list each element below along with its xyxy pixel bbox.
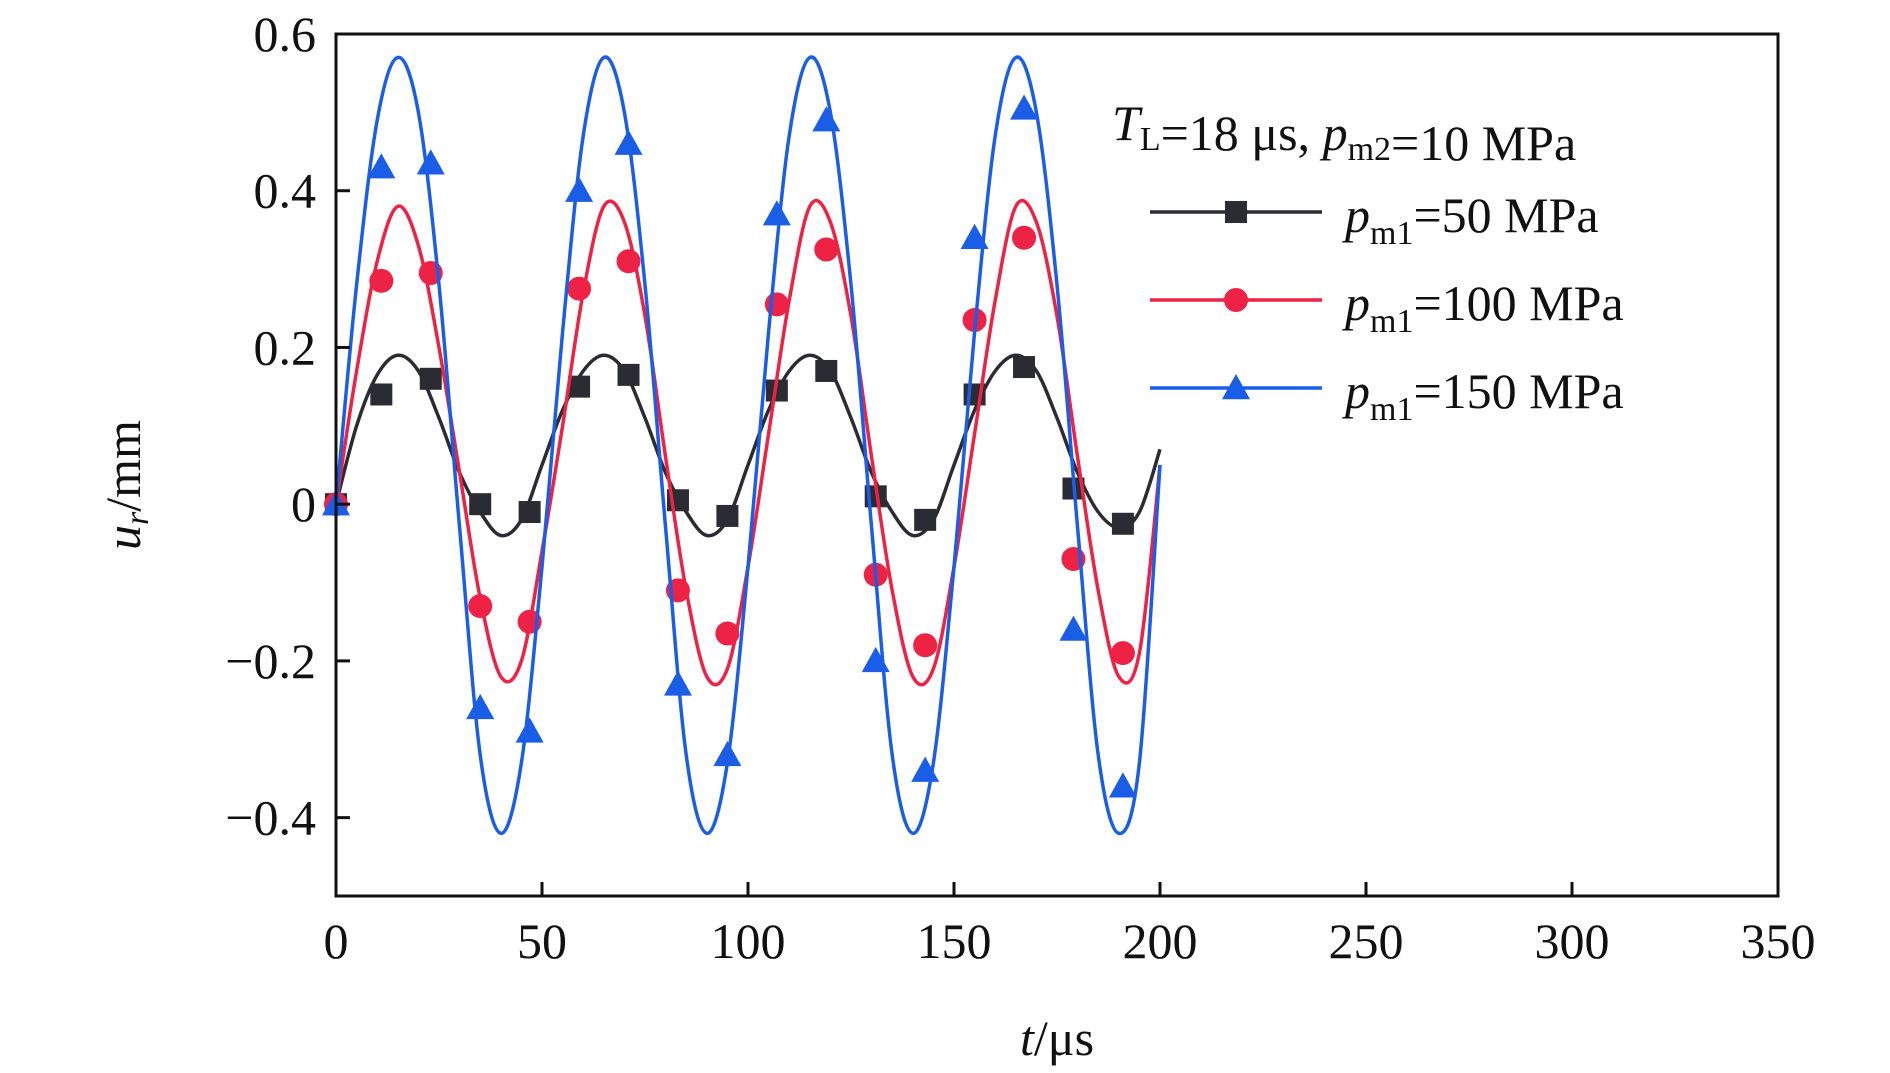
data-point <box>565 176 594 202</box>
data-point <box>416 149 445 175</box>
data-point <box>911 756 940 782</box>
legend-item-1: pm1=50 MPa <box>1150 187 1599 252</box>
data-point <box>716 504 739 527</box>
data-point <box>765 379 788 402</box>
y-tick-label: 0 <box>291 476 316 532</box>
legend-title: TL=18 μs, pm2=10 MPa <box>1112 95 1576 171</box>
y-axis-title: ur/mm <box>95 420 156 550</box>
series-layer <box>322 55 1162 836</box>
data-point <box>814 237 839 262</box>
x-tick-label: 250 <box>1329 913 1404 969</box>
data-point <box>861 646 890 673</box>
data-point <box>815 359 838 382</box>
data-point <box>663 670 692 696</box>
data-point <box>913 633 938 658</box>
legend-marker <box>1224 288 1248 312</box>
y-axis-unit: /mm <box>95 420 151 512</box>
y-tick-label: 0.4 <box>254 163 317 219</box>
x-tick-label: 0 <box>324 913 349 969</box>
x-tick-label: 50 <box>517 913 567 969</box>
x-tick-label: 200 <box>1123 913 1198 969</box>
data-point <box>1110 641 1135 666</box>
y-tick-label: 0.2 <box>254 319 317 375</box>
data-point <box>764 292 789 317</box>
legend-item-2: pm1=100 MPa <box>1150 275 1624 340</box>
plot-frame <box>334 32 1780 898</box>
data-point <box>1012 225 1037 250</box>
legend: TL=18 μs, pm2=10 MPa pm1=50 MPa pm1=100 MP… <box>1112 95 1624 428</box>
x-axis-title: t/μs <box>1020 1010 1094 1066</box>
y-axis-sub: r <box>119 511 156 525</box>
legend-label: pm1=100 MPa <box>1342 275 1624 340</box>
data-point <box>518 501 541 524</box>
y-axis: −0.4 −0.2 0 0.2 0.4 0.6 <box>225 6 350 846</box>
x-tick-label: 300 <box>1535 913 1610 969</box>
x-tick-label: 100 <box>711 913 786 969</box>
legend-label: pm1=50 MPa <box>1342 187 1599 252</box>
data-point <box>762 200 791 226</box>
data-point <box>367 153 396 179</box>
x-tick-label: 350 <box>1741 913 1816 969</box>
data-point <box>466 693 495 720</box>
y-tick-label: 0.6 <box>254 6 317 62</box>
legend-marker <box>1225 201 1247 223</box>
data-point <box>1013 356 1036 379</box>
data-point <box>469 493 492 516</box>
data-point <box>1010 94 1039 120</box>
data-point <box>713 740 742 767</box>
data-point <box>914 508 937 531</box>
data-point <box>515 717 544 743</box>
series-line <box>334 55 1162 836</box>
data-point <box>617 363 640 386</box>
y-tick-label: −0.4 <box>225 790 316 846</box>
y-axis-var: u <box>95 525 151 550</box>
legend-marker <box>1222 374 1250 400</box>
data-point <box>960 223 989 249</box>
series-1 <box>325 353 1162 538</box>
legend-item-3: pm1=150 MPa <box>1150 363 1624 428</box>
data-point <box>1059 615 1088 641</box>
series-3 <box>322 55 1162 836</box>
legend-label: pm1=150 MPa <box>1342 363 1624 428</box>
x-axis-var: t <box>1020 1010 1035 1066</box>
data-point <box>567 276 592 301</box>
x-axis: 0 50 100 150 200 250 300 350 <box>324 882 1816 969</box>
data-point <box>616 249 641 274</box>
data-point <box>568 375 591 398</box>
x-axis-unit: /μs <box>1034 1010 1094 1066</box>
data-point <box>1111 512 1134 535</box>
data-point <box>468 594 493 619</box>
data-point <box>812 106 841 132</box>
series-line <box>334 199 1162 687</box>
data-point <box>715 621 740 646</box>
data-point <box>614 129 643 155</box>
x-tick-label: 150 <box>917 913 992 969</box>
data-point <box>370 383 393 406</box>
data-point <box>1108 772 1137 798</box>
data-point <box>369 268 394 293</box>
data-point <box>419 367 442 390</box>
y-tick-label: −0.2 <box>225 633 316 689</box>
